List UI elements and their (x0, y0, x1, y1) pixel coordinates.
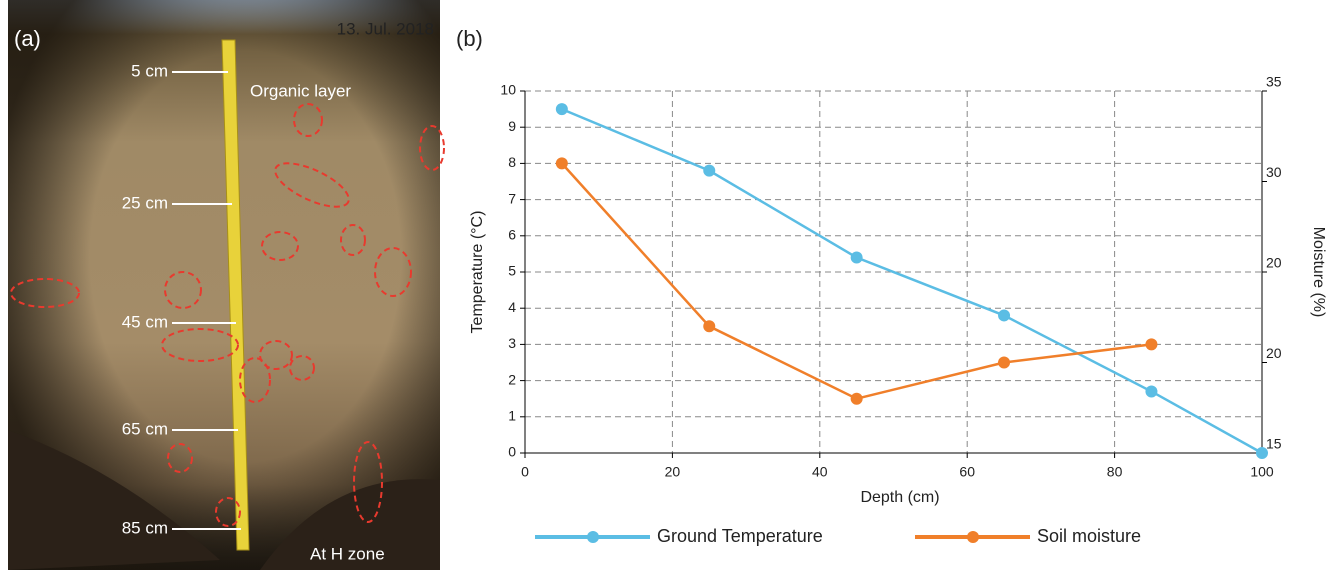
depth-label: 45 cm (122, 312, 168, 331)
y-tick-label: 6 (508, 227, 516, 243)
point (850, 251, 863, 264)
y-tick-label: 4 (508, 299, 516, 315)
y-tick-label: 0 (508, 444, 516, 460)
point (1145, 385, 1158, 398)
point (850, 392, 863, 405)
y-tick-label: 3 (508, 335, 516, 351)
y2-tick-label: 15 (1266, 436, 1282, 452)
x-tick-label: 100 (1250, 464, 1274, 480)
point (1145, 338, 1158, 351)
y2-tick-label: 20 (1266, 255, 1282, 271)
y-tick-label: 8 (508, 154, 516, 170)
x-axis-label: Depth (cm) (860, 489, 939, 506)
shadow (8, 430, 220, 570)
legend-label: Soil moisture (1037, 526, 1141, 546)
depth-label: 65 cm (122, 419, 168, 438)
point (555, 103, 568, 116)
y-tick-label: 5 (508, 263, 516, 279)
y-tick-label: 9 (508, 118, 516, 134)
y2-tick-label: 30 (1266, 164, 1282, 180)
y-axis-label: Temperature (°C) (469, 211, 486, 334)
shadow (260, 479, 440, 570)
y2-tick-label: 35 (1266, 74, 1282, 90)
depth-label: 25 cm (122, 193, 168, 212)
x-tick-label: 20 (665, 464, 681, 480)
tape-measure (221, 39, 250, 551)
x-tick-label: 40 (812, 464, 828, 480)
point (998, 356, 1011, 369)
y-tick-label: 7 (508, 190, 516, 206)
point (703, 164, 716, 177)
legend-marker (967, 531, 979, 543)
x-tick-label: 0 (521, 464, 529, 480)
zone-label: At H zone (310, 544, 385, 563)
depth-label: 5 cm (131, 61, 168, 80)
x-tick-label: 80 (1107, 464, 1123, 480)
legend-label: Ground Temperature (657, 526, 823, 546)
layer-label: Organic layer (250, 81, 351, 100)
point (1256, 447, 1268, 459)
y-tick-label: 2 (508, 371, 516, 387)
x-tick-label: 60 (959, 464, 975, 480)
series-line (560, 162, 1152, 401)
point (998, 309, 1011, 322)
depth-label: 85 cm (122, 518, 168, 537)
date: 13. Jul. 2018 (337, 19, 434, 38)
legend-marker (587, 531, 599, 543)
panel-label: (b) (456, 26, 483, 51)
point (703, 320, 716, 333)
y-tick-label: 1 (508, 408, 516, 424)
point (555, 157, 568, 170)
y2-tick-label: 20 (1266, 345, 1282, 361)
y2-axis-label: Moisture (%) (1310, 227, 1327, 318)
photo: (a) 13. Jul. 2018 Organic layer At H zon… (8, 0, 445, 570)
y-tick-label: 10 (500, 82, 516, 98)
panel-label: (a) (14, 26, 41, 51)
series-line (561, 107, 1263, 455)
